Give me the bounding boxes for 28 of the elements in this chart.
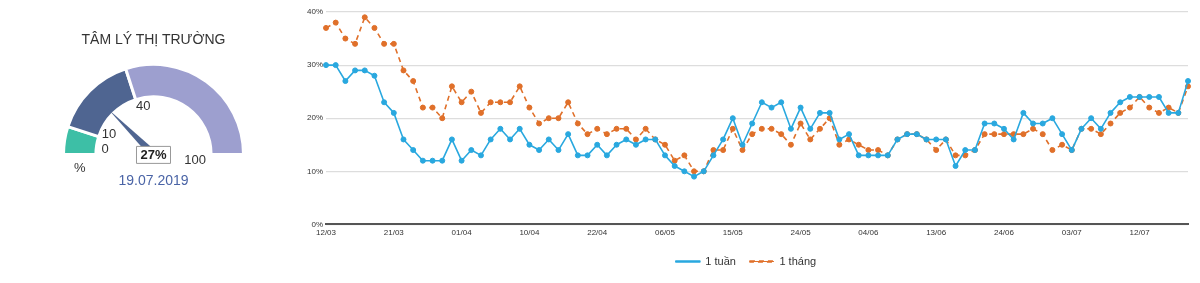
text: 100: [184, 151, 206, 167]
legend-label: 1 tuần: [705, 254, 736, 267]
y-tick-label: 40%: [307, 7, 324, 17]
x-tick-label: 03/07: [1061, 228, 1083, 238]
text: 27%: [140, 146, 167, 162]
slice-label: 10: [101, 126, 117, 142]
x-tick-label: 21/03: [383, 228, 405, 238]
x-tick-label: 15/05: [722, 228, 744, 238]
text: 19.07.2019: [118, 172, 189, 189]
x-tick-label: 24/05: [790, 228, 812, 238]
x-tick-label: 01/04: [451, 228, 473, 238]
x-tick-label: 10/04: [519, 228, 540, 238]
x-tick-label: 22/04: [587, 228, 608, 238]
y-tick-label: 30%: [307, 60, 324, 70]
y-tick-label: 10%: [307, 166, 324, 176]
x-tick-label: 24/06: [993, 228, 1015, 238]
x-tick-label: 12/07: [1129, 228, 1151, 238]
slice-label: 0: [101, 141, 109, 157]
chart-title: TÂM LÝ THỊ TRƯỜNG: [81, 31, 226, 48]
y-tick-label: 20%: [307, 113, 324, 123]
x-tick-label: 04/06: [858, 228, 879, 238]
x-tick-label: 13/06: [926, 228, 947, 238]
x-tick-label: 06/05: [654, 228, 676, 238]
text: %: [73, 159, 86, 175]
y-tick-label: 0%: [311, 219, 324, 229]
slice-label: 40: [135, 98, 151, 114]
legend-label: 1 tháng: [779, 254, 817, 267]
x-tick-label: 12/03: [316, 228, 337, 238]
